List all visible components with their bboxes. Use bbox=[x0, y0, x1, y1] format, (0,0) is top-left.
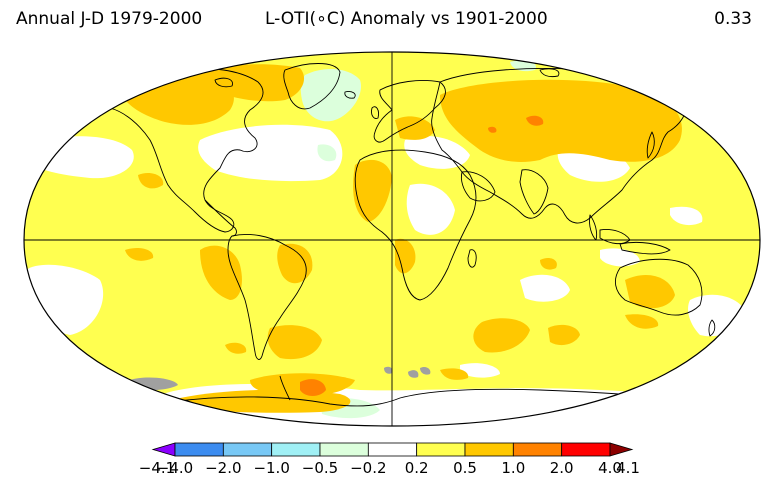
legend-tick-label: 0.2 bbox=[405, 459, 429, 477]
legend-tick-label: −2.0 bbox=[205, 459, 241, 477]
legend-bin bbox=[416, 442, 466, 457]
legend-bin bbox=[222, 442, 273, 457]
map-outline bbox=[23, 51, 761, 427]
legend-arrow-high bbox=[609, 442, 634, 457]
legend-bin bbox=[367, 442, 418, 457]
legend-tick-label: −1.0 bbox=[253, 459, 289, 477]
legend-tick-label: 1.0 bbox=[501, 459, 525, 477]
global-mean-value: 0.33 bbox=[714, 9, 752, 29]
legend-bin bbox=[561, 442, 611, 457]
legend-bin bbox=[174, 442, 224, 457]
legend-tick-label: 4.1 bbox=[616, 459, 640, 477]
map-title-metric: L-OTI(∘C) Anomaly vs 1901-2000 bbox=[265, 9, 548, 29]
strong-warm-regions bbox=[300, 115, 544, 396]
moderate-warm-regions bbox=[119, 64, 682, 413]
legend-bin bbox=[464, 442, 514, 457]
legend-bin bbox=[271, 442, 321, 457]
legend-arrow-low bbox=[151, 442, 176, 457]
legend-bin bbox=[319, 442, 369, 457]
map-title-period: Annual J-D 1979-2000 bbox=[16, 9, 203, 29]
legend-tick-label: 2.0 bbox=[550, 459, 574, 477]
legend-bin bbox=[512, 442, 563, 457]
legend-tick-label: 0.5 bbox=[453, 459, 477, 477]
legend-tick-label: −0.5 bbox=[302, 459, 338, 477]
coastlines bbox=[98, 63, 721, 407]
legend-tick-label: −4.1 bbox=[139, 459, 175, 477]
legend-tick-label: −4.0 bbox=[157, 459, 193, 477]
legend-tick-label: 4.0 bbox=[598, 459, 622, 477]
legend-tick-label: −0.2 bbox=[350, 459, 386, 477]
